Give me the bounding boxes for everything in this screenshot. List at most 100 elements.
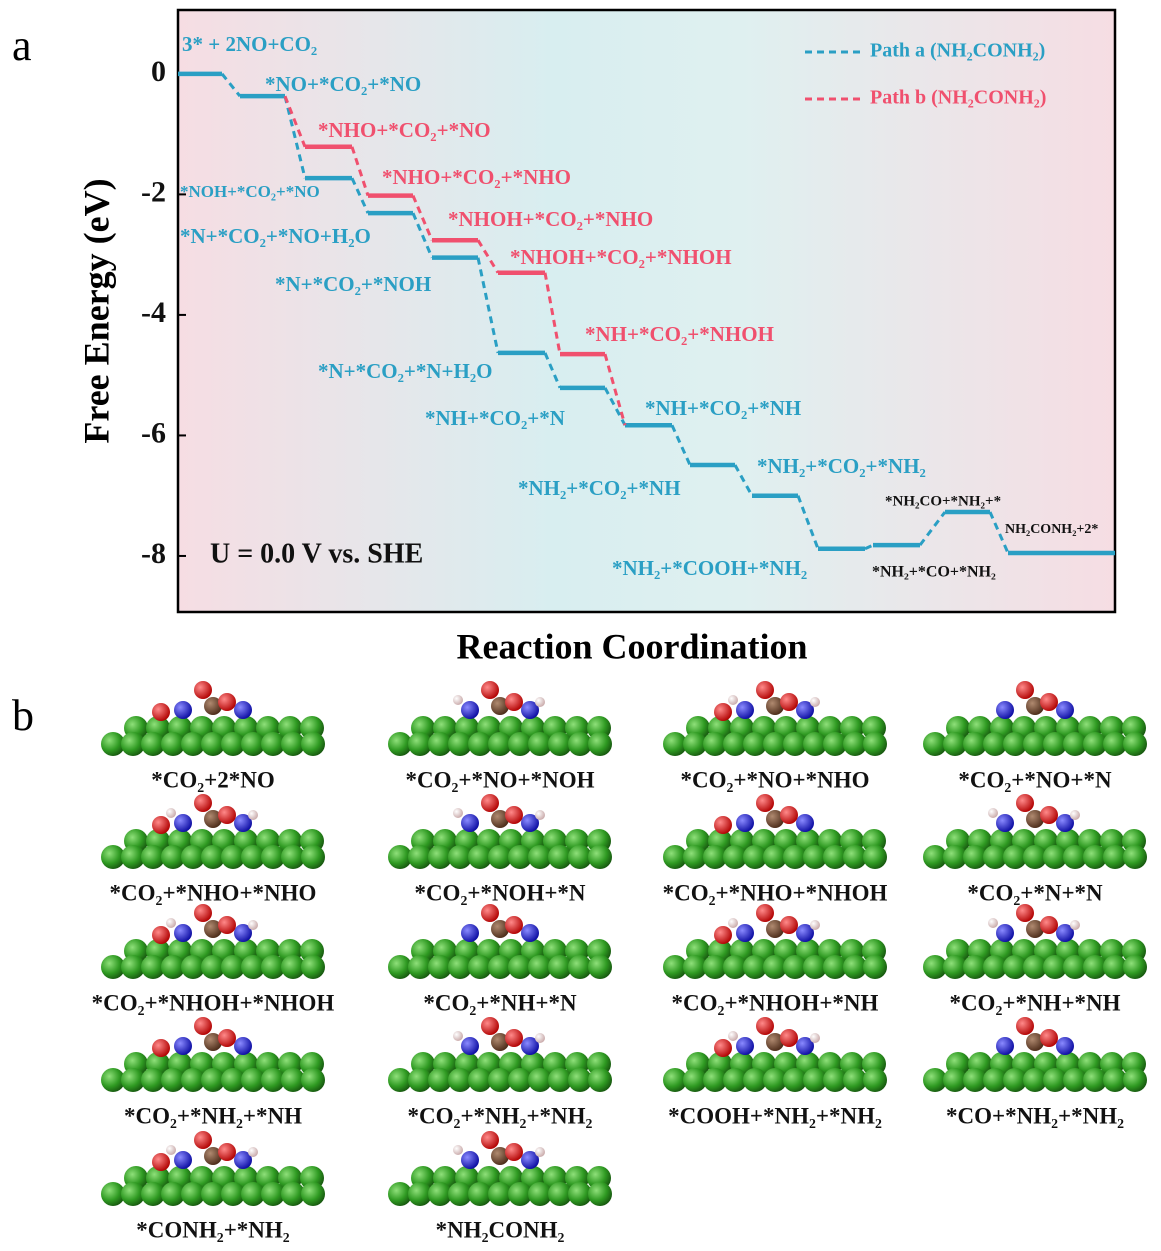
atom (491, 810, 509, 828)
atom (101, 732, 125, 756)
atom (194, 904, 212, 922)
atom (810, 920, 820, 930)
atom (448, 845, 472, 869)
atom (843, 1068, 867, 1092)
atom (1056, 814, 1074, 832)
atom (796, 701, 814, 719)
atom (1016, 681, 1034, 699)
atom (996, 1037, 1014, 1055)
atom (568, 732, 592, 756)
atom (663, 732, 687, 756)
atom (221, 955, 245, 979)
level-label: *NHOH+*CO₂+*NHOH (510, 245, 732, 269)
atom (234, 1037, 252, 1055)
atom (204, 920, 222, 938)
atom (491, 920, 509, 938)
structure-caption: *CO₂+2*NO (151, 767, 275, 792)
atom (588, 1068, 612, 1092)
atom (461, 1037, 479, 1055)
level-label: NH₂CONH₂+2* (1005, 522, 1098, 537)
atom (261, 1068, 285, 1092)
level-label: *NHO+*CO₂+*NHO (382, 165, 571, 189)
atom (663, 845, 687, 869)
atom (152, 703, 170, 721)
atom (568, 1182, 592, 1206)
atom (780, 806, 798, 824)
atom (728, 1031, 738, 1041)
structure-caption: *CO₂+*NO+*N (958, 767, 1112, 792)
connector (864, 543, 874, 551)
atom (528, 955, 552, 979)
atom (803, 1068, 827, 1092)
atom (234, 814, 252, 832)
atom (468, 845, 492, 869)
atom (736, 1037, 754, 1055)
atom (388, 1068, 412, 1092)
atom (714, 926, 732, 944)
atom (221, 732, 245, 756)
y-tick-label: -4 (141, 296, 166, 329)
atom (241, 955, 265, 979)
atom (535, 810, 545, 820)
atom (101, 1182, 125, 1206)
atom (963, 845, 987, 869)
atom (783, 732, 807, 756)
atom (1123, 1068, 1147, 1092)
atom (683, 1068, 707, 1092)
atom (756, 794, 774, 812)
atom (743, 955, 767, 979)
atom (408, 1068, 432, 1092)
atom (505, 1029, 523, 1047)
atom (843, 732, 867, 756)
atom (448, 955, 472, 979)
atom (588, 732, 612, 756)
y-tick-label: 0 (151, 55, 166, 88)
atom (796, 924, 814, 942)
atom (703, 955, 727, 979)
atom (194, 1131, 212, 1149)
level-label: *NH₂+*CO₂+*NH₂ (757, 454, 926, 478)
atom (301, 1068, 325, 1092)
legend-label: Path b (NH₂CONH₂) (870, 87, 1046, 109)
connector (476, 239, 500, 274)
level-label: *NHOH+*CO₂+*NHO (448, 207, 653, 231)
atom (803, 845, 827, 869)
atom (221, 845, 245, 869)
atom (241, 1068, 265, 1092)
level-label: *NH₂+*CO+*NH₂ (872, 564, 996, 581)
atom (1103, 1068, 1127, 1092)
atom (428, 732, 452, 756)
connector (603, 353, 627, 426)
atom (468, 1068, 492, 1092)
atom (121, 955, 145, 979)
atom (218, 693, 236, 711)
atom (1043, 732, 1067, 756)
atom (1123, 955, 1147, 979)
atom (528, 845, 552, 869)
atom (521, 924, 539, 942)
atom (201, 1068, 225, 1092)
atom (505, 916, 523, 934)
atom (766, 1033, 784, 1051)
atom (1026, 810, 1044, 828)
atom (408, 732, 432, 756)
atom (301, 1182, 325, 1206)
atom (221, 1068, 245, 1092)
atom (1043, 955, 1067, 979)
atom (763, 955, 787, 979)
atom (1083, 1068, 1107, 1092)
atom (281, 845, 305, 869)
atom (923, 845, 947, 869)
atom (756, 904, 774, 922)
x-axis-label: Reaction Coordination (457, 626, 808, 666)
atom (241, 732, 265, 756)
atom (728, 918, 738, 928)
atom (588, 845, 612, 869)
atom (1063, 845, 1087, 869)
level-label: *N+*CO₂+*N+H₂O (318, 359, 493, 383)
atom (963, 1068, 987, 1092)
panel-label: b (12, 691, 34, 740)
atom (1003, 732, 1027, 756)
atom (468, 732, 492, 756)
atom (194, 681, 212, 699)
